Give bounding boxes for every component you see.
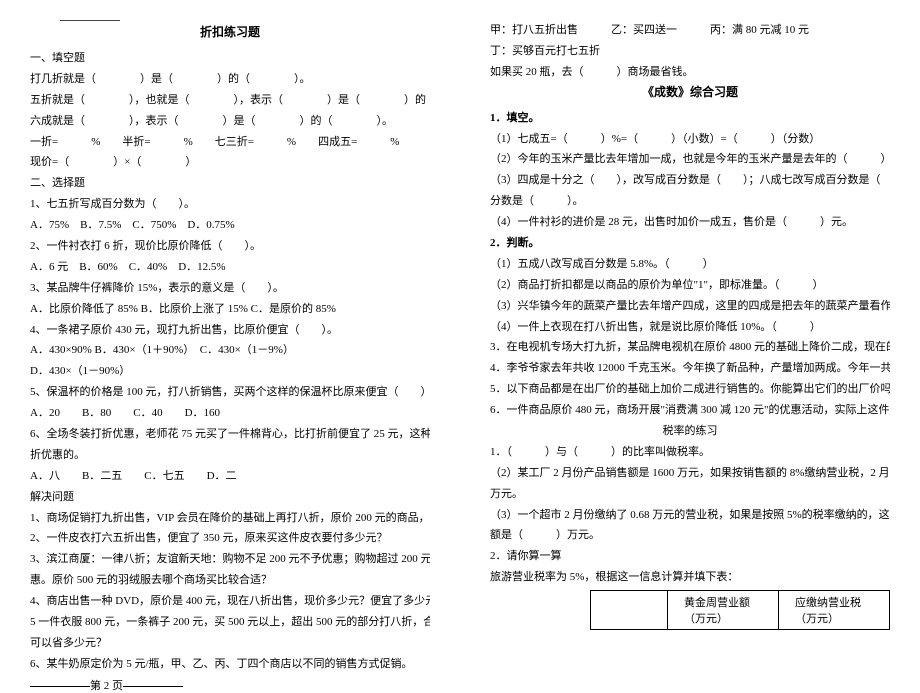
problem: 3．在电视机专场大打九折，某品牌电视机在原价 4800 元的基础上降价二成，现在… — [490, 337, 890, 358]
options: A．八 B．二五 C．七五 D．二 — [30, 466, 430, 487]
table-cell-blank — [591, 591, 668, 630]
tax-line: （3）一个超市 2 月份缴纳了 0.68 万元的营业税，如果是按照 5%的税率缴… — [490, 505, 890, 526]
fill-line: （2）今年的玉米产量比去年增加一成，也就是今年的玉米产量是去年的（ ）%。 — [490, 149, 890, 170]
fill-line: 六成就是（ ），表示（ ）是（ ）的（ ）。 — [30, 111, 430, 132]
fill-line: 五折就是（ ），也就是（ ），表示（ ）是（ ）的（ ）。 — [30, 90, 430, 111]
problem: 6．一件商品原价 480 元，商场开展"消费满 300 减 120 元"的优惠活… — [490, 400, 890, 421]
judge-line: （1）五成八改写成百分数是 5.8%。（ ） — [490, 254, 890, 275]
tax-line: 1．（ ）与（ ）的比率叫做税率。 — [490, 442, 890, 463]
section-heading: 1．填空。 — [490, 108, 890, 129]
promo-line: 丁：买够百元打七五折 — [490, 41, 890, 62]
question: 2、一件衬衣打 6 折，现价比原价降低（ ）。 — [30, 236, 430, 257]
options: A．75% B．7.5% C．750% D．0.75% — [30, 215, 430, 236]
problem: 2、一件皮衣打六五折出售，便宜了 350 元，原来买这件皮衣要付多少元？ — [30, 528, 430, 549]
question: 5、保温杯的价格是 100 元，打八折销售，买两个这样的保温杯比原来便宜（ ）元… — [30, 382, 430, 403]
problem: 4．李爷爷家去年共收 12000 千克玉米。今年换了新品种，产量增加两成。今年一… — [490, 358, 890, 379]
options: A．6 元 B．60% C．40% D．12.5% — [30, 257, 430, 278]
fill-line: 现价=（ ）×（ ） — [30, 152, 430, 173]
left-column: 折扣练习题 一、填空题 打几折就是（ ）是（ ）的（ ）。 五折就是（ ），也就… — [0, 0, 460, 630]
table-header: 应缴纳营业税（万元） — [779, 591, 890, 630]
judge-line: （2）商品打折扣都是以商品的原价为单位"1"，即标准量。（ ） — [490, 275, 890, 296]
question: 6、全场冬装打折优惠，老师花 75 元买了一件棉背心，比打折前便宜了 25 元，… — [30, 424, 430, 445]
problem: 5．以下商品都是在出厂价的基础上加价二成进行销售的。你能算出它们的出厂价吗？ — [490, 379, 890, 400]
page-footer: 第 2 页 — [30, 677, 430, 693]
tax-line: （2）某工厂 2 月份产品销售额是 1600 万元，如果按销售额的 8%缴纳营业… — [490, 463, 890, 484]
tax-line-cont: 额是（ ）万元。 — [490, 525, 890, 546]
options: A．20 B．80 C．40 D．160 — [30, 403, 430, 424]
problem-cont: 惠。原价 500 元的羽绒服去哪个商场买比较合适？ — [30, 570, 430, 591]
judge-line: （4）一件上衣现在打八折出售，就是说比原价降低 10%。（ ） — [490, 317, 890, 338]
fill-line: （1）七成五=（ ）%=（ ）（小数）=（ ）（分数） — [490, 129, 890, 150]
page-number: 第 2 页 — [90, 680, 123, 692]
problem: 3、滨江商厦：一律八折；友谊新天地：购物不足 200 元不予优惠；购物超过 20… — [30, 549, 430, 570]
calc-heading: 2．请你算一算 — [490, 546, 890, 567]
fill-line: （3）四成是十分之（ ），改写成百分数是（ ）；八成七改写成百分数是（ ）；五成… — [490, 170, 890, 191]
fill-line: 一折= % 半折= % 七三折= % 四成五= % — [30, 132, 430, 153]
promo-line: 如果买 20 瓶，去（ ）商场最省钱。 — [490, 62, 890, 83]
options: D．430×（1－90%） — [30, 361, 430, 382]
problem: 1、商场促销打九折出售，VIP 会员在降价的基础上再打八折，原价 200 元的商… — [30, 508, 430, 529]
top-rule — [60, 20, 120, 21]
question: 4、一条裙子原价 430 元，现打九折出售，比原价便宜（ ）。 — [30, 320, 430, 341]
options: A．比原价降低了 85% B．比原价上涨了 15% C．是原价的 85% — [30, 299, 430, 320]
left-title: 折扣练习题 — [30, 23, 430, 40]
section-heading: 一、填空题 — [30, 48, 430, 69]
trip-line: 旅游营业税率为 5%，根据这一信息计算并填下表： — [490, 567, 890, 588]
section-heading: 二、选择题 — [30, 173, 430, 194]
table-header: 黄金周营业额（万元） — [668, 591, 779, 630]
subheading: 税率的练习 — [490, 421, 890, 442]
fill-line: 打几折就是（ ）是（ ）的（ ）。 — [30, 69, 430, 90]
fill-line: （4）一件衬衫的进价是 28 元，出售时加价一成五，售价是（ ）元。 — [490, 212, 890, 233]
problem: 6、某牛奶原定价为 5 元/瓶，甲、乙、丙、丁四个商店以不同的销售方式促销。 — [30, 654, 430, 675]
promo-line: 甲：打八五折出售 乙：买四送一 丙：满 80 元减 10 元 — [490, 20, 890, 41]
question-cont: 折优惠的。 — [30, 445, 430, 466]
right-title: 《成数》综合习题 — [490, 83, 890, 100]
section-heading: 解决问题 — [30, 487, 430, 508]
tax-line-cont: 万元。 — [490, 484, 890, 505]
right-column: 甲：打八五折出售 乙：买四送一 丙：满 80 元减 10 元 丁：买够百元打七五… — [460, 0, 920, 630]
options: A．430×90% B．430×（1＋90%） C．430×（1－9%） — [30, 340, 430, 361]
question: 1、七五折写成百分数为（ ）。 — [30, 194, 430, 215]
judge-line: （3）兴华镇今年的蔬菜产量比去年增产四成，这里的四成是把去年的蔬菜产量看作单位"… — [490, 296, 890, 317]
question: 3、某品牌牛仔裤降价 15%，表示的意义是（ ）。 — [30, 278, 430, 299]
problem: 4、商店出售一种 DVD，原价是 400 元，现在八折出售，现价多少元？便宜了多… — [30, 591, 430, 612]
tax-table: 黄金周营业额（万元） 应缴纳营业税（万元） — [590, 590, 890, 630]
problem-cont: 可以省多少元？ — [30, 633, 430, 654]
fill-line-cont: 分数是（ ）。 — [490, 191, 890, 212]
section-heading: 2．判断。 — [490, 233, 890, 254]
